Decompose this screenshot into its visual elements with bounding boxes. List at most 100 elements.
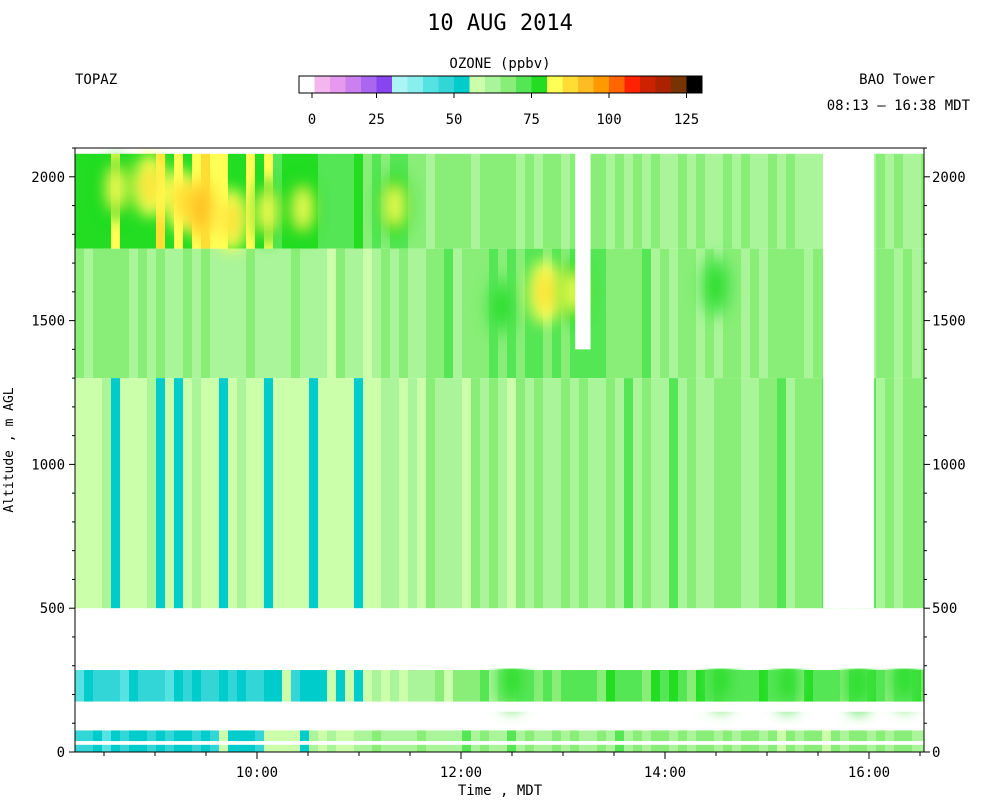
field-cell: [687, 248, 697, 379]
ozone-field: [75, 148, 924, 752]
field-cell: [921, 670, 924, 702]
field-cell: [894, 248, 904, 379]
field-cell: [309, 248, 319, 379]
field-cell: [426, 670, 436, 702]
field-cell: [480, 248, 490, 379]
field-cell: [831, 670, 841, 702]
field-cell: [264, 378, 274, 609]
field-cell: [390, 378, 400, 609]
missing-data-gap: [75, 701, 924, 712]
field-cell: [669, 153, 679, 249]
field-cell: [534, 378, 544, 609]
field-cell: [615, 248, 625, 379]
field-cell: [615, 153, 625, 249]
field-cell: [876, 153, 886, 249]
field-cell: [741, 153, 751, 249]
colorbar-swatch: [469, 76, 486, 93]
field-cell: [615, 670, 625, 702]
field-cell: [732, 248, 742, 379]
field-cell: [165, 726, 175, 752]
field-cell: [516, 248, 526, 379]
field-cell: [372, 378, 382, 609]
field-cell: [291, 670, 301, 702]
colorbar-frame: [298, 75, 703, 94]
field-cell: [579, 378, 589, 609]
field-cell: [642, 153, 652, 249]
ozone-hotspot-core: [259, 191, 276, 232]
field-cell: [408, 378, 418, 609]
field-cell: [651, 670, 661, 702]
ozone-hotspot-core: [493, 286, 510, 327]
field-cell: [588, 726, 598, 752]
field-cell: [624, 670, 634, 702]
field-cell: [264, 670, 274, 702]
field-cell: [687, 378, 697, 609]
field-cell: [903, 248, 913, 379]
field-cell: [381, 248, 391, 379]
field-cell: [156, 726, 166, 752]
field-cell: [183, 378, 193, 609]
y-axis-right: 0 500 1000 1500 2000: [924, 147, 966, 761]
field-cell: [651, 248, 661, 379]
colorbar-swatch: [593, 76, 610, 93]
field-cell: [552, 153, 562, 249]
field-cell: [660, 670, 670, 702]
field-cell: [606, 248, 616, 379]
field-cell: [660, 726, 670, 752]
colorbar-swatch: [485, 76, 501, 93]
field-cell: [570, 153, 580, 249]
field-cell: [417, 726, 427, 752]
field-cell: [228, 378, 238, 609]
field-cell: [399, 378, 409, 609]
field-cell: [687, 153, 697, 249]
field-cell: [435, 670, 445, 702]
field-cell: [210, 670, 220, 702]
field-cell: [165, 248, 175, 379]
field-cell: [624, 726, 634, 752]
field-cell: [120, 670, 130, 702]
instrument-label: TOPAZ: [75, 72, 117, 88]
field-cell: [597, 378, 607, 609]
field-cell: [921, 248, 924, 379]
field-cell: [516, 378, 526, 609]
field-cell: [300, 670, 310, 702]
field-cell: [336, 378, 346, 609]
field-cell: [255, 248, 265, 379]
field-cell: [255, 726, 265, 752]
field-cell: [246, 726, 256, 752]
field-cell: [426, 153, 436, 249]
colorbar-ticks: 0 25 50 75 100 125: [308, 93, 699, 128]
field-cell: [822, 670, 832, 702]
field-cell: [444, 248, 454, 379]
ozone-hotspot-core: [504, 660, 520, 701]
field-cell: [282, 726, 292, 752]
field-cell: [462, 248, 472, 379]
field-cell: [381, 378, 391, 609]
field-cell: [93, 726, 103, 752]
field-cell: [156, 248, 166, 379]
field-cell: [570, 726, 580, 752]
field-cell: [804, 726, 814, 752]
field-cell: [291, 248, 301, 379]
field-cell: [318, 670, 328, 702]
field-cell: [678, 378, 688, 609]
field-cell: [417, 378, 427, 609]
field-cell: [264, 248, 274, 379]
field-cell: [741, 378, 751, 609]
field-cell: [111, 670, 121, 702]
field-cell: [858, 726, 868, 752]
field-cell: [642, 670, 652, 702]
field-cell: [651, 726, 661, 752]
field-cell: [345, 248, 355, 379]
y-axis-left: 0 500 1000 1500 2000: [31, 147, 75, 761]
colorbar-swatch: [578, 76, 594, 93]
field-cell: [732, 153, 742, 249]
field-cell: [543, 670, 553, 702]
field-cell: [327, 726, 337, 752]
colorbar-swatch: [547, 76, 563, 93]
x-tick-label: 10:00: [236, 765, 278, 781]
ozone-hotspot-core: [536, 271, 553, 312]
field-cell: [759, 670, 769, 702]
field-cell: [165, 670, 175, 702]
field-cell: [696, 153, 706, 249]
